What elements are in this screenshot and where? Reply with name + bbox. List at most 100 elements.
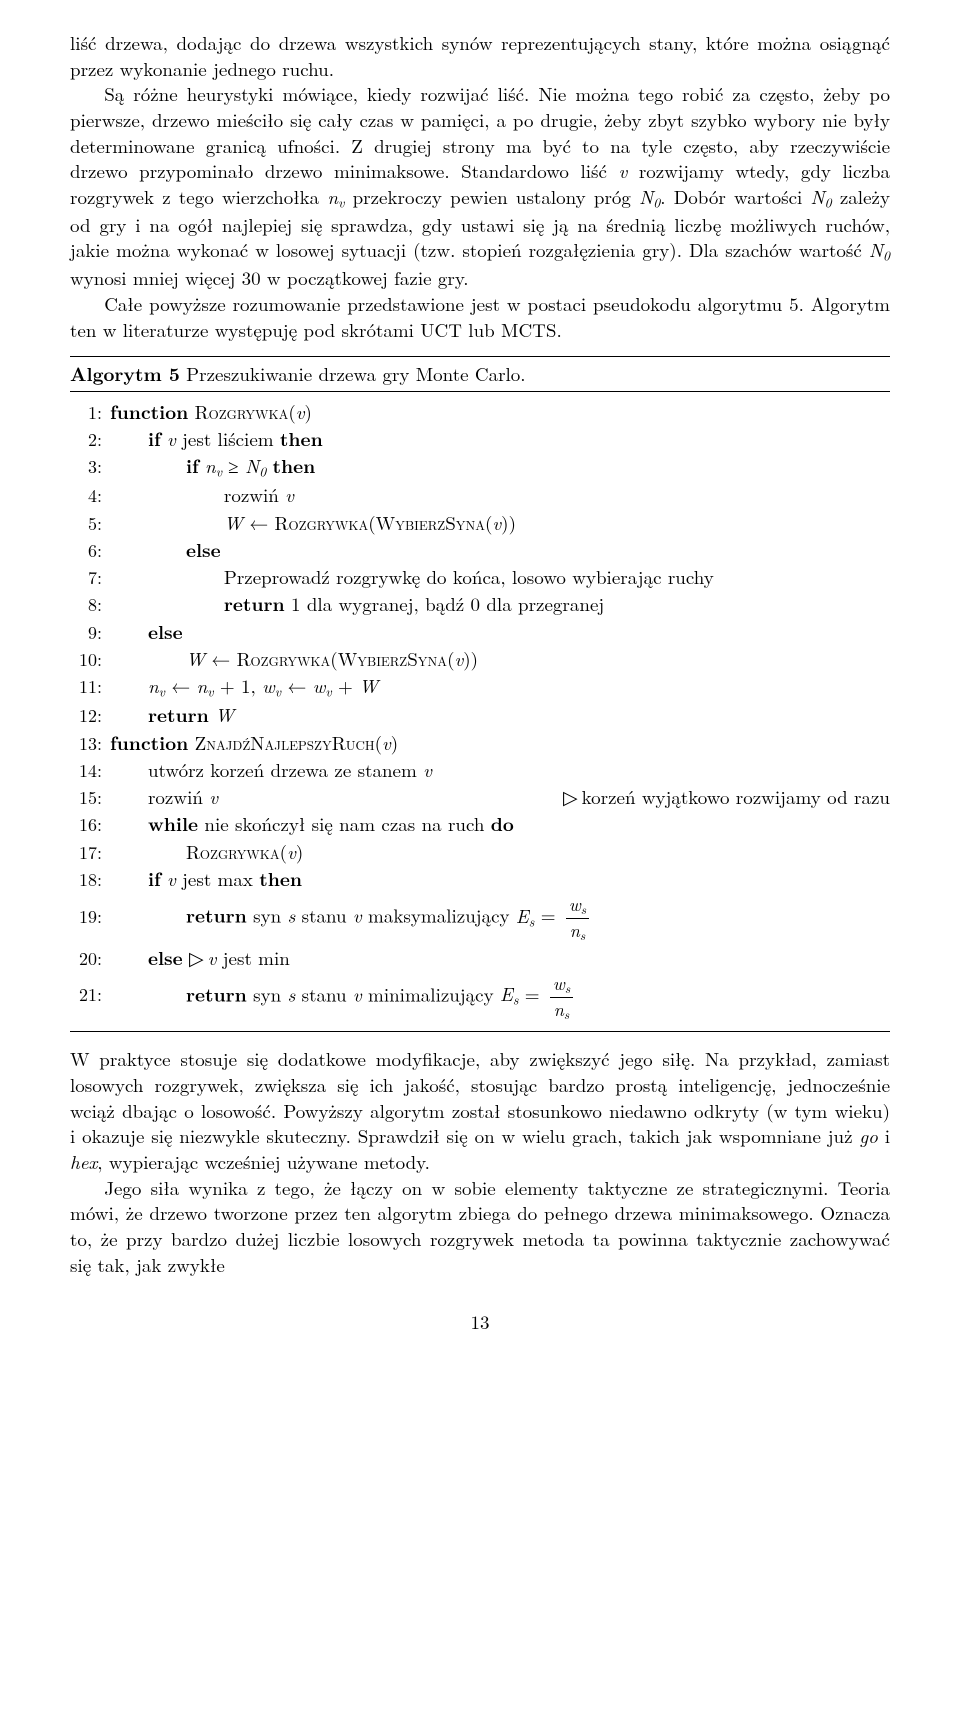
line-number: 7:	[70, 566, 110, 590]
line-number: 17:	[70, 841, 110, 865]
var: n	[205, 452, 216, 479]
algo-line-4: 4: rozwiń v	[70, 482, 890, 508]
var-nv: nv	[327, 183, 344, 210]
fn-name: WybierzSyna	[376, 509, 485, 536]
var: v	[167, 865, 176, 892]
text: 1 dla wygranej, bądź 0 dla przegranej	[285, 590, 605, 617]
text: nie skończył się nam czas na ruch	[198, 810, 491, 837]
line-number: 12:	[70, 704, 110, 728]
kw: if	[186, 451, 199, 479]
var: E	[516, 902, 529, 929]
fn-name: ZnajdźNajlepszyRuch	[195, 729, 375, 756]
line-number: 19:	[70, 905, 110, 929]
text: utwórz korzeń drzewa ze stanem	[148, 756, 423, 783]
algo-line-15: 15: rozwiń v korzeń wyjątkowo rozwijamy …	[70, 784, 890, 810]
algo-line-6: 6: else	[70, 537, 890, 563]
kw: do	[491, 809, 514, 837]
line-number: 2:	[70, 428, 110, 452]
text: stanu	[295, 902, 353, 929]
kw: else	[186, 535, 221, 563]
var: v	[423, 756, 432, 783]
var: w	[313, 672, 326, 699]
fn-name: Rozgrywka	[186, 838, 280, 865]
var: W	[224, 509, 243, 536]
var: v	[285, 481, 294, 508]
text: rozwiń	[224, 481, 285, 508]
kw: while	[148, 809, 198, 837]
paragraph-3: Całe powyższe rozumowanie przedstawione …	[70, 291, 890, 342]
kw: else	[148, 617, 183, 645]
line-number: 9:	[70, 621, 110, 645]
line-number: 14:	[70, 759, 110, 783]
kw: function	[110, 397, 188, 425]
line-number: 10:	[70, 648, 110, 672]
var-v: v	[619, 157, 628, 184]
algorithm-header: Algorytm 5 Przeszukiwanie drzewa gry Mon…	[70, 356, 890, 392]
line-number: 18:	[70, 868, 110, 892]
algo-line-1: 1: function Rozgrywka(v)	[70, 399, 890, 425]
algo-line-7: 7: Przeprowadź rozgrywkę do końca, losow…	[70, 564, 890, 590]
kw: else	[148, 943, 183, 971]
kw: function	[110, 728, 188, 756]
line-number: 6:	[70, 539, 110, 563]
algo-line-14: 14: utwórz korzeń drzewa ze stanem v	[70, 757, 890, 783]
text: rozwiń	[148, 783, 209, 810]
var: n	[570, 918, 580, 943]
algo-line-11: 11: nv ← nv + 1, wv ← wv + W	[70, 673, 890, 701]
paragraph-5: Jego siła wynika z tego, że łączy on w s…	[70, 1175, 890, 1278]
algo-line-2: 2: if v jest liściem then	[70, 426, 890, 452]
text: maksymalizujący	[362, 902, 516, 929]
text: stanu	[295, 980, 353, 1007]
algo-line-9: 9: else	[70, 619, 890, 645]
var-n0: N0	[639, 183, 660, 210]
kw: return	[186, 979, 247, 1007]
algo-line-20: 20: else v jest min	[70, 945, 890, 971]
line-number: 8:	[70, 593, 110, 617]
algo-line-12: 12: return W	[70, 702, 890, 728]
line-number: 1:	[70, 401, 110, 425]
var-n0: N0	[869, 236, 890, 263]
text: W praktyce stosuje się dodatkowe modyfik…	[70, 1045, 890, 1149]
text: jest max	[176, 865, 259, 892]
var: W	[215, 701, 234, 728]
algo-line-18: 18: if v jest max then	[70, 866, 890, 892]
var: v	[167, 425, 176, 452]
var: v	[353, 902, 362, 929]
text: jest min	[216, 944, 289, 971]
line-number: 4:	[70, 484, 110, 508]
algorithm-body: 1: function Rozgrywka(v) 2: if v jest li…	[70, 392, 890, 1033]
kw: return	[148, 700, 209, 728]
comment-text: korzeń wyjątkowo rozwijamy od razu	[582, 783, 890, 810]
algo-line-10: 10: W ← Rozgrywka(WybierzSyna(v))	[70, 646, 890, 672]
var: v	[454, 645, 463, 672]
var: W	[186, 645, 205, 672]
var: v	[209, 783, 218, 810]
fn-name: Rozgrywka	[237, 645, 331, 672]
var: w	[262, 672, 275, 699]
algo-line-13: 13: function ZnajdźNajlepszyRuch(v)	[70, 730, 890, 756]
var: v	[382, 729, 391, 756]
var: n	[554, 997, 564, 1022]
var: n	[197, 672, 208, 699]
line-number: 15:	[70, 786, 110, 810]
var: E	[500, 980, 513, 1007]
text: jest liściem	[176, 425, 280, 452]
var-n0: N0	[811, 183, 832, 210]
kw: return	[186, 901, 247, 929]
line-number: 21:	[70, 983, 110, 1007]
fn-name: WybierzSyna	[338, 645, 447, 672]
algo-line-16: 16: while nie skończył się nam czas na r…	[70, 811, 890, 837]
algo-line-8: 8: return 1 dla wygranej, bądź 0 dla prz…	[70, 591, 890, 617]
var: n	[148, 672, 159, 699]
line-number: 13:	[70, 732, 110, 756]
paragraph-4: W praktyce stosuje się dodatkowe modyfik…	[70, 1046, 890, 1174]
algo-title: Przeszukiwanie drzewa gry Monte Carlo.	[180, 360, 526, 387]
paragraph-1: liść drzewa, dodając do drzewa wszystkic…	[70, 30, 890, 81]
kw: then	[273, 451, 316, 479]
line-number: 20:	[70, 947, 110, 971]
var: W	[359, 672, 378, 699]
algo-line-19: 19: return syn s stanu v maksymalizujący…	[70, 893, 890, 943]
line-number: 16:	[70, 813, 110, 837]
text: przekroczy pewien ustalony próg	[344, 183, 639, 210]
paragraph-2: Są różne heurystyki mówiące, kiedy rozwi…	[70, 81, 890, 291]
